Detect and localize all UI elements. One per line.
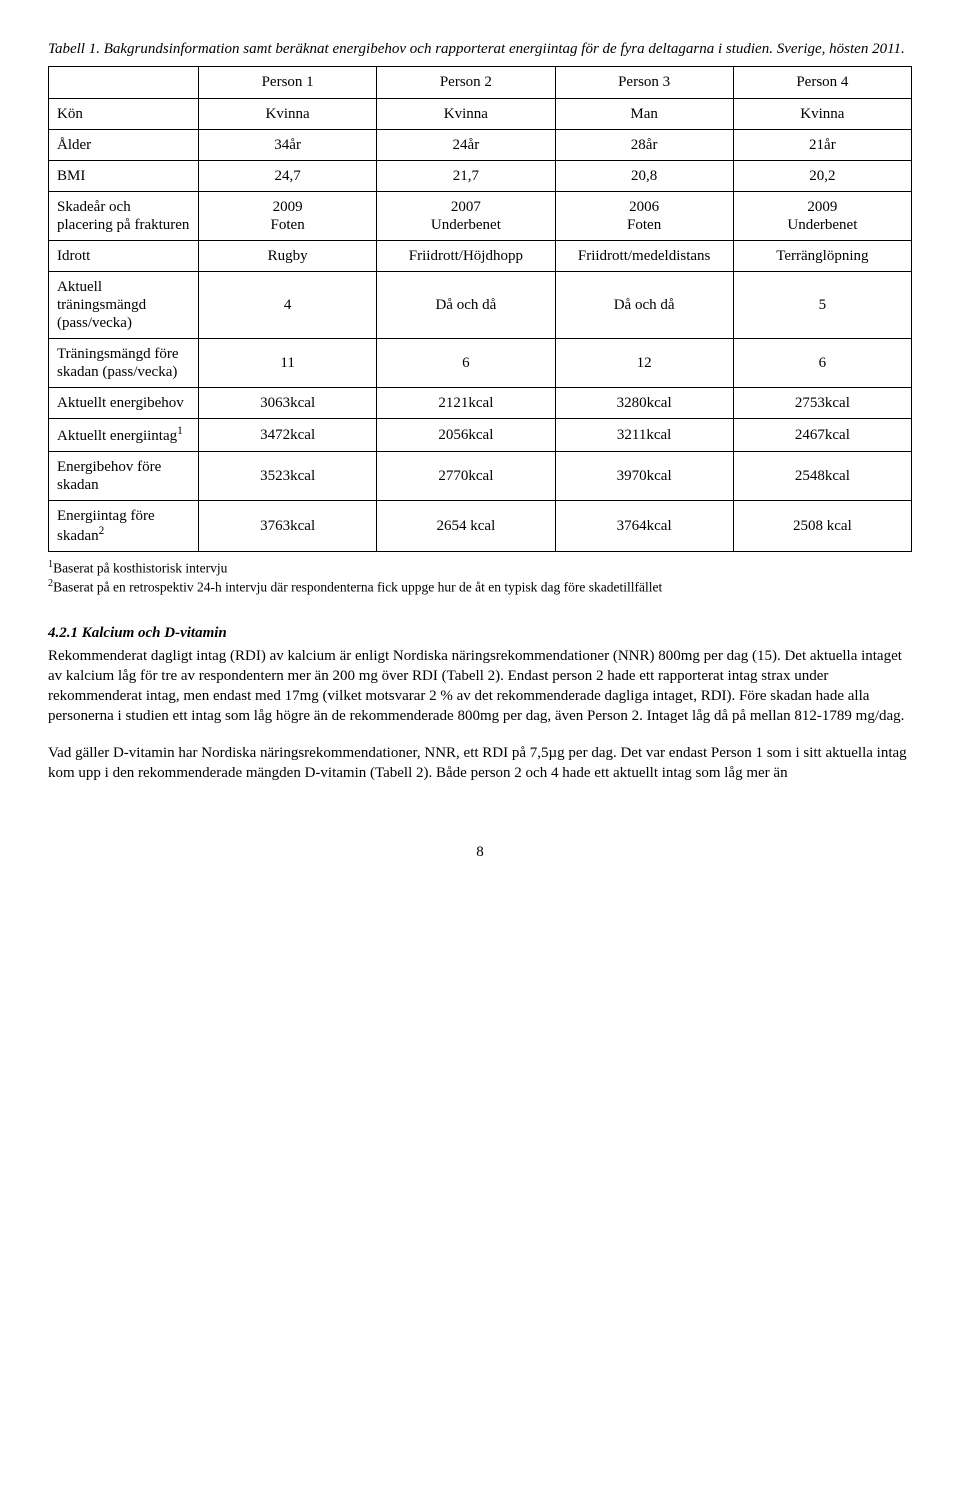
cell: 20,8: [555, 161, 733, 192]
col-person-2: Person 2: [377, 66, 555, 99]
cell: Friidrott/medeldistans: [555, 241, 733, 272]
cell: Kvinna: [733, 99, 911, 130]
footnote: 1Baserat på kosthistorisk intervju: [48, 558, 912, 577]
data-table: Person 1 Person 2 Person 3 Person 4 KönK…: [48, 66, 912, 553]
cell: Man: [555, 99, 733, 130]
cell: 11: [199, 339, 377, 388]
row-label: Idrott: [49, 241, 199, 272]
table-footnotes: 1Baserat på kosthistorisk intervju2Baser…: [48, 558, 912, 596]
cell: 2121kcal: [377, 388, 555, 419]
cell: 2007Underbenet: [377, 192, 555, 241]
table-row: Energiintag före skadan23763kcal2654 kca…: [49, 501, 912, 552]
cell: 2056kcal: [377, 419, 555, 452]
cell: 2508 kcal: [733, 501, 911, 552]
cell: 2654 kcal: [377, 501, 555, 552]
cell: 6: [377, 339, 555, 388]
cell: 3472kcal: [199, 419, 377, 452]
row-label: Skadeår och placering på frakturen: [49, 192, 199, 241]
cell: 28år: [555, 130, 733, 161]
cell: Då och då: [555, 272, 733, 339]
col-person-3: Person 3: [555, 66, 733, 99]
cell: 21,7: [377, 161, 555, 192]
row-label: Aktuell träningsmängd (pass/vecka): [49, 272, 199, 339]
cell: 5: [733, 272, 911, 339]
cell: 24,7: [199, 161, 377, 192]
cell: 2770kcal: [377, 452, 555, 501]
section-title: 4.2.1 Kalcium och D-vitamin: [48, 624, 912, 644]
cell: 3764kcal: [555, 501, 733, 552]
cell: 2009Underbenet: [733, 192, 911, 241]
header-empty: [49, 66, 199, 99]
cell: 2009Foten: [199, 192, 377, 241]
cell: 20,2: [733, 161, 911, 192]
cell: 3280kcal: [555, 388, 733, 419]
row-label: Ålder: [49, 130, 199, 161]
table-caption: Tabell 1. Bakgrundsinformation samt berä…: [48, 40, 912, 60]
paragraph-2: Vad gäller D-vitamin har Nordiska näring…: [48, 743, 912, 784]
table-row: Aktuellt energibehov3063kcal2121kcal3280…: [49, 388, 912, 419]
table-row: Aktuell träningsmängd (pass/vecka)4Då oc…: [49, 272, 912, 339]
cell: Kvinna: [199, 99, 377, 130]
row-label: Energiintag före skadan2: [49, 501, 199, 552]
cell: 3523kcal: [199, 452, 377, 501]
row-label: Träningsmängd före skadan (pass/vecka): [49, 339, 199, 388]
table-row: Ålder34år24år28år21år: [49, 130, 912, 161]
footnote: 2Baserat på en retrospektiv 24-h intervj…: [48, 577, 912, 596]
cell: 3763kcal: [199, 501, 377, 552]
page-number: 8: [48, 843, 912, 863]
cell: 3063kcal: [199, 388, 377, 419]
col-person-1: Person 1: [199, 66, 377, 99]
cell: Friidrott/Höjdhopp: [377, 241, 555, 272]
cell: 2467kcal: [733, 419, 911, 452]
row-label: Aktuellt energiintag1: [49, 419, 199, 452]
cell: 21år: [733, 130, 911, 161]
cell: 34år: [199, 130, 377, 161]
cell: Rugby: [199, 241, 377, 272]
table-row: KönKvinnaKvinnaManKvinna: [49, 99, 912, 130]
table-header-row: Person 1 Person 2 Person 3 Person 4: [49, 66, 912, 99]
row-label: Energibehov före skadan: [49, 452, 199, 501]
row-label: BMI: [49, 161, 199, 192]
cell: 4: [199, 272, 377, 339]
table-row: BMI24,721,720,820,2: [49, 161, 912, 192]
cell: 2548kcal: [733, 452, 911, 501]
cell: Då och då: [377, 272, 555, 339]
row-label: Kön: [49, 99, 199, 130]
col-person-4: Person 4: [733, 66, 911, 99]
row-label: Aktuellt energibehov: [49, 388, 199, 419]
cell: Terränglöpning: [733, 241, 911, 272]
table-row: Träningsmängd före skadan (pass/vecka)11…: [49, 339, 912, 388]
table-row: IdrottRugbyFriidrott/HöjdhoppFriidrott/m…: [49, 241, 912, 272]
cell: 6: [733, 339, 911, 388]
cell: 2006Foten: [555, 192, 733, 241]
cell: 24år: [377, 130, 555, 161]
paragraph-1: Rekommenderat dagligt intag (RDI) av kal…: [48, 646, 912, 727]
table-row: Aktuellt energiintag13472kcal2056kcal321…: [49, 419, 912, 452]
cell: 12: [555, 339, 733, 388]
cell: 3211kcal: [555, 419, 733, 452]
table-row: Skadeår och placering på frakturen2009Fo…: [49, 192, 912, 241]
table-row: Energibehov före skadan3523kcal2770kcal3…: [49, 452, 912, 501]
cell: Kvinna: [377, 99, 555, 130]
cell: 3970kcal: [555, 452, 733, 501]
cell: 2753kcal: [733, 388, 911, 419]
